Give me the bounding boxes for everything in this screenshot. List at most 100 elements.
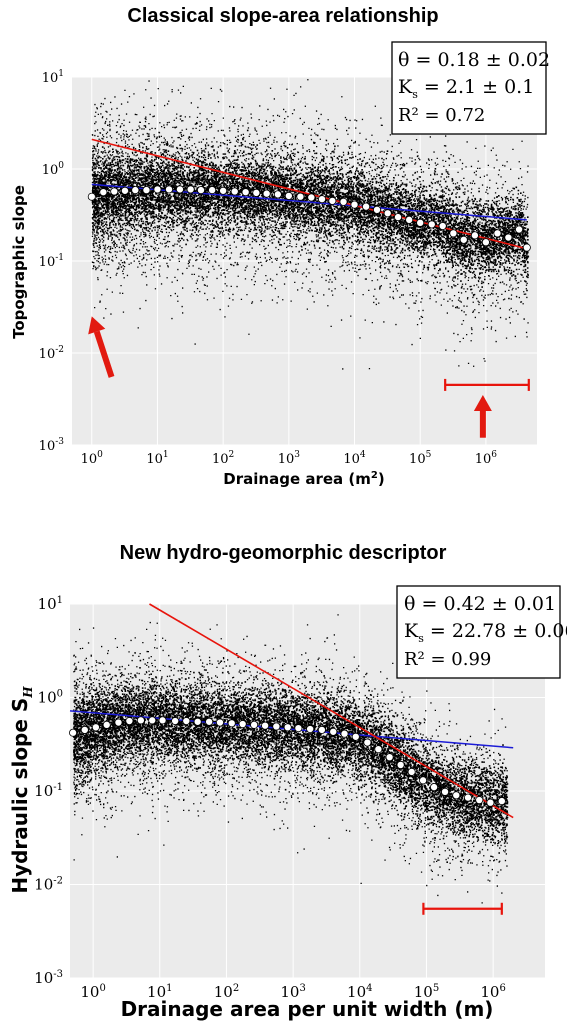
binned-mean-point <box>158 716 167 725</box>
scatter-points <box>73 614 509 904</box>
binned-mean-point <box>464 793 473 802</box>
binned-mean-point <box>114 718 123 727</box>
binned-mean-point <box>171 717 180 726</box>
binned-mean-point <box>125 717 134 726</box>
binned-mean-point <box>261 721 270 730</box>
binned-mean-point <box>351 732 360 741</box>
binned-mean-point <box>407 767 416 776</box>
binned-mean-point <box>459 235 468 244</box>
scatter-points <box>91 79 530 370</box>
binned-mean-point <box>363 738 372 747</box>
fit-lines <box>69 603 514 819</box>
y-axis-label: Hydraulic slope SH <box>8 686 35 894</box>
binned-mean-point <box>329 727 338 736</box>
x-tick-label: 101 <box>147 983 172 1001</box>
binned-mean-point <box>273 190 282 199</box>
y-tick-label: 10-2 <box>39 345 64 362</box>
stat-r2: R² = 0.72 <box>398 105 485 126</box>
y-tick-label: 10-3 <box>39 437 65 454</box>
binned-mean-point <box>296 192 305 201</box>
binned-mean-point <box>306 725 315 734</box>
power-fit-line <box>149 603 514 819</box>
binned-mean-point <box>219 186 228 195</box>
binned-mean-point <box>284 191 293 200</box>
binned-mean-point <box>493 229 502 238</box>
binned-mean-point <box>120 186 129 195</box>
y-axis-label: Topographic slope <box>10 185 28 339</box>
binned-mean-point <box>196 186 205 195</box>
x-tick-label: 105 <box>414 983 439 1001</box>
binned-mean-point <box>438 222 447 231</box>
binned-mean-point <box>383 209 392 218</box>
x-tick-label: 106 <box>480 983 505 1001</box>
y-tick-labels: 10-3 10-2 10-1 100 101 <box>39 69 65 454</box>
x-tick-label: 101 <box>146 450 168 467</box>
binned-mean-point <box>283 723 292 732</box>
binned-mean-point <box>136 716 145 725</box>
binned-mean-point <box>452 791 461 800</box>
binned-mean-point <box>317 725 326 734</box>
binned-mean-point <box>318 195 327 204</box>
binned-mean-point <box>87 192 96 201</box>
stat-ks: Ks = 2.1 ± 0.1 <box>398 76 534 101</box>
binned-mean-point <box>227 719 236 728</box>
binned-mean-point <box>208 186 217 195</box>
binned-mean-point <box>481 238 490 247</box>
binned-mean-point <box>110 187 119 196</box>
panel-hydro-geomorphic: New hydro-geomorphic descriptor 100 101 10… <box>8 542 567 1021</box>
y-tick-label: 101 <box>42 69 64 86</box>
stat-ks: Ks = 22.78 ± 0.06 <box>404 620 567 645</box>
binned-means <box>87 185 531 252</box>
y-tick-labels: 10-3 10-2 10-1 100 101 <box>34 595 63 987</box>
binned-mean-point <box>419 776 428 785</box>
x-tick-label: 106 <box>475 450 498 467</box>
binned-mean-point <box>350 200 359 209</box>
annotations <box>422 902 503 915</box>
binned-mean-point <box>449 229 458 238</box>
x-tick-label: 102 <box>212 450 234 467</box>
binned-mean-point <box>91 723 100 732</box>
binned-mean-point <box>252 188 261 197</box>
binned-mean-point <box>430 783 439 792</box>
binned-mean-point <box>396 760 405 769</box>
scatter-cloud <box>73 614 508 904</box>
binned-mean-point <box>153 185 162 194</box>
chart-title: Classical slope-area relationship <box>127 5 438 27</box>
x-axis-label: Drainage area (m2) <box>223 470 384 488</box>
binned-mean-point <box>165 185 174 194</box>
binned-mean-point <box>148 716 157 725</box>
binned-mean-point <box>238 720 247 729</box>
binned-mean-point <box>416 218 425 227</box>
y-tick-label: 100 <box>42 161 65 178</box>
x-tick-label: 100 <box>81 450 104 467</box>
binned-mean-point <box>205 717 214 726</box>
binned-mean-point <box>69 728 78 737</box>
annotations <box>88 316 530 438</box>
scatter-core <box>73 659 509 863</box>
binned-means <box>69 716 506 807</box>
binned-mean-point <box>486 798 495 807</box>
grid <box>72 76 537 446</box>
binned-mean-point <box>142 186 151 195</box>
scatter-core <box>91 129 530 300</box>
binned-mean-point <box>230 187 239 196</box>
stat-theta: θ = 0.42 ± 0.01 <box>404 593 556 615</box>
binned-mean-point <box>80 725 89 734</box>
binned-mean-point <box>186 185 195 194</box>
arrow-head <box>473 394 492 411</box>
binned-mean-point <box>131 186 140 195</box>
binned-mean-point <box>373 205 382 214</box>
binned-mean-point <box>215 718 224 727</box>
binned-mean-point <box>522 243 531 252</box>
binned-mean-point <box>272 722 281 731</box>
binned-mean-point <box>515 225 524 234</box>
arrow-head <box>88 316 106 335</box>
binned-mean-point <box>328 196 337 205</box>
binned-mean-point <box>385 753 394 762</box>
binned-mean-point <box>470 231 479 240</box>
y-tick-label: 10-2 <box>34 876 63 894</box>
x-tick-label: 105 <box>409 450 432 467</box>
y-tick-label: 101 <box>38 595 63 613</box>
x-tick-label: 103 <box>278 450 301 467</box>
